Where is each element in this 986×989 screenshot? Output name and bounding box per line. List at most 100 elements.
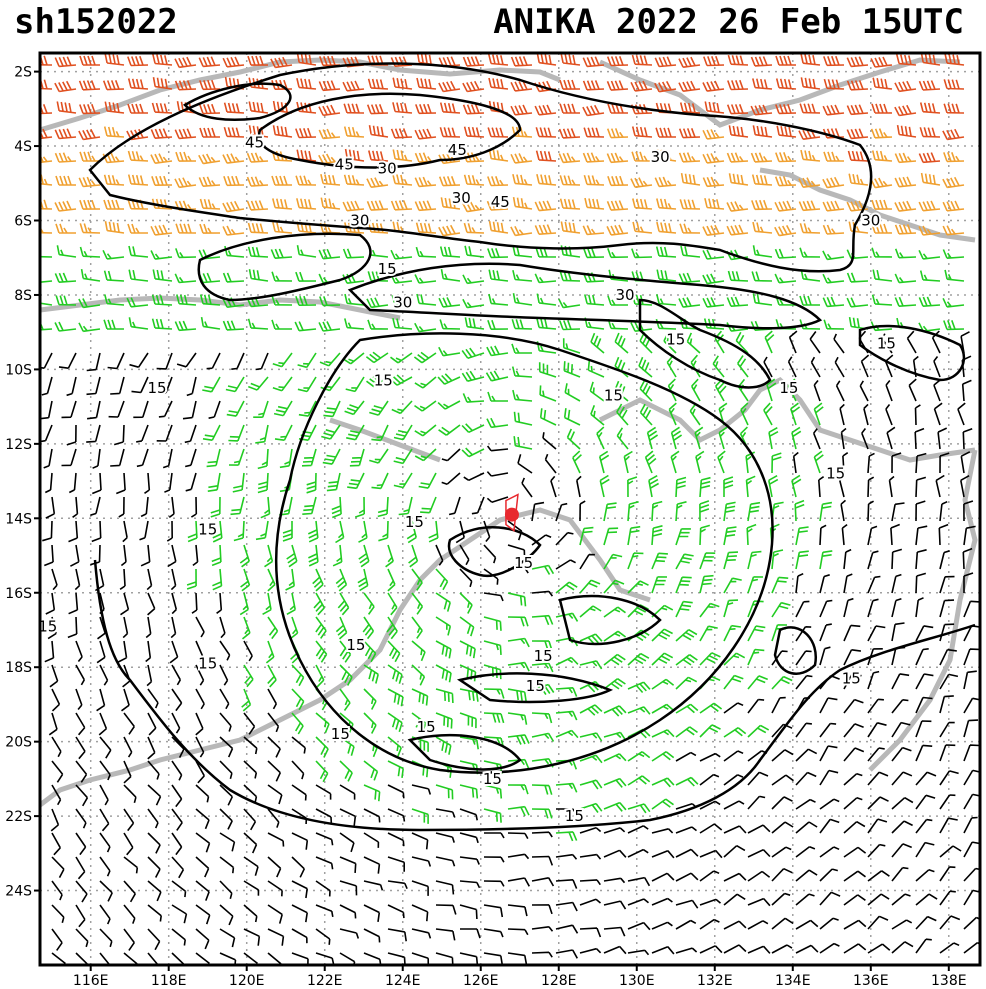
wind-barb [174,177,197,189]
wind-barb [763,402,773,426]
wind-barb [195,640,204,662]
wind-barb [208,400,221,419]
wind-barb [103,174,125,186]
wind-barb [531,904,553,915]
wind-barb [579,898,602,906]
wind-barb [103,270,125,282]
wind-barb [248,376,269,391]
wind-barb [631,294,653,306]
wind-barb [795,526,809,546]
contour-label: 45 [245,133,264,151]
wind-barb [846,128,869,140]
contour-label: 15 [405,513,424,531]
wind-barb [723,727,747,738]
wind-barb [464,245,485,258]
wind-barb [939,550,950,570]
wind-barb [582,56,605,68]
wind-barb [918,249,941,260]
wind-barb [747,771,769,786]
wind-barb [559,271,581,282]
wind-barb [843,548,852,570]
contour-label: 15 [842,669,861,687]
wind-barb [226,400,245,417]
wind-barb [97,616,106,640]
wind-barb [195,880,210,901]
wind-barb [462,104,485,115]
wind-barb [627,921,651,931]
wind-barb [555,924,579,934]
wind-barb [291,952,309,965]
wind-barb [202,424,221,441]
wind-barb [54,152,77,163]
contour-label: 15 [346,636,365,654]
wind-barb [483,880,505,887]
wind-barb [813,450,824,474]
wind-barb [871,294,893,306]
wind-barb [885,404,893,426]
wind-barb [170,616,177,639]
wind-barb [867,915,889,930]
wind-barb [320,197,341,210]
wind-barb [411,688,429,706]
wind-barb [891,941,914,954]
wind-barb [187,520,198,543]
wind-barb [771,892,791,906]
wind-barb [579,704,603,716]
lon-tick-label: 116E [73,973,109,989]
contour-15kt [773,626,818,675]
wind-barb [961,379,972,402]
wind-barb [846,80,869,91]
wind-barb [795,845,816,858]
wind-barb [483,952,504,965]
wind-barb [54,80,77,93]
wind-barb [414,200,437,212]
wind-barb [231,352,245,370]
wind-barb [507,928,529,936]
wind-barb [415,246,437,258]
wind-barb [291,856,306,878]
wind-barb [630,321,653,332]
wind-barb [255,424,269,444]
wind-barb [776,125,797,138]
wind-barb [915,771,937,786]
wind-barb [298,424,317,441]
wind-barb [66,424,77,446]
wind-barb [702,297,725,308]
wind-barb [411,592,424,615]
wind-barb [462,393,485,403]
wind-barb [166,520,173,542]
wind-barb [512,174,533,186]
wind-barb [297,352,317,369]
wind-barb [296,53,317,66]
wind-barb [648,475,659,498]
wind-barb [819,942,840,954]
wind-barb [190,496,198,518]
wind-barb [117,640,128,663]
wind-barb [579,660,603,670]
wind-barb [555,853,578,860]
wind-barb [822,200,845,212]
wind-barb [555,559,576,570]
wind-barb [195,736,205,758]
wind-barb [158,400,173,418]
wind-barb [171,952,185,965]
wind-barb [750,152,773,163]
wind-barb [914,427,925,450]
wind-barb [345,376,365,393]
wind-barb [222,272,245,283]
wind-barb [939,942,960,954]
wind-barb [486,417,509,429]
contour-label: 15 [331,725,350,743]
wind-barb [723,624,742,642]
wind-barb [123,904,136,924]
wind-barb [819,574,830,594]
wind-barb [40,352,53,369]
wind-barb [68,520,79,543]
wind-barb [40,128,53,140]
wind-barb [363,784,381,802]
wind-barb [723,774,744,786]
wind-barb [438,80,461,93]
wind-barb [943,152,965,163]
wind-barb [891,573,902,594]
wind-barb [223,175,245,187]
